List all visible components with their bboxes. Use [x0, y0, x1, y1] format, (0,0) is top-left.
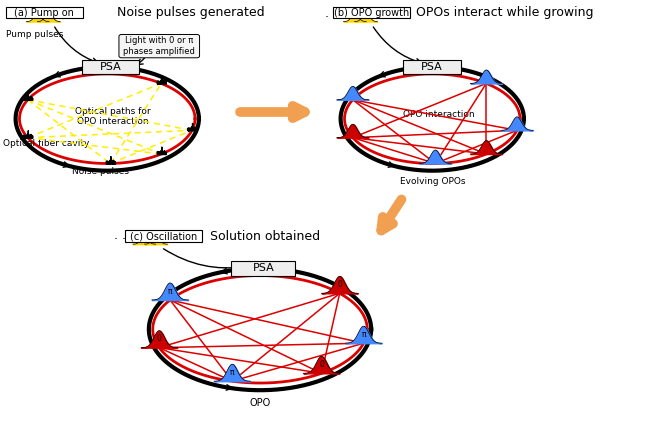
- Text: OPO interaction: OPO interaction: [403, 110, 474, 119]
- Text: OPO: OPO: [250, 398, 270, 408]
- Text: π: π: [230, 368, 235, 377]
- FancyBboxPatch shape: [119, 34, 200, 58]
- Text: PSA: PSA: [421, 62, 443, 72]
- Text: Optical fiber cavity: Optical fiber cavity: [3, 139, 90, 148]
- Text: · · ·: · · ·: [114, 233, 134, 246]
- Text: Pump pulses: Pump pulses: [6, 30, 64, 39]
- FancyBboxPatch shape: [125, 230, 203, 242]
- FancyBboxPatch shape: [403, 60, 462, 74]
- Text: · · ·: · · ·: [325, 11, 345, 25]
- Text: 0: 0: [157, 334, 162, 343]
- Text: Solution obtained: Solution obtained: [210, 229, 320, 243]
- Text: PSA: PSA: [252, 263, 274, 273]
- Text: Evolving OPOs: Evolving OPOs: [400, 177, 465, 186]
- Text: π: π: [168, 287, 172, 296]
- Text: (a) Pump on: (a) Pump on: [14, 8, 74, 17]
- Text: π: π: [361, 330, 366, 339]
- Text: OPOs interact while growing: OPOs interact while growing: [416, 6, 593, 19]
- Text: Light with 0 or π
phases amplified: Light with 0 or π phases amplified: [124, 36, 195, 56]
- Text: (b) OPO growth: (b) OPO growth: [334, 8, 410, 17]
- FancyBboxPatch shape: [231, 261, 295, 276]
- Text: Optical paths for
OPO interaction: Optical paths for OPO interaction: [75, 107, 150, 126]
- Text: · · ·: · · ·: [6, 11, 27, 25]
- Text: 0: 0: [337, 280, 342, 289]
- FancyBboxPatch shape: [6, 7, 83, 18]
- Text: 0: 0: [319, 360, 324, 369]
- Text: PSA: PSA: [99, 62, 122, 72]
- Text: Noise pulses: Noise pulses: [72, 167, 129, 176]
- FancyBboxPatch shape: [333, 7, 411, 18]
- FancyBboxPatch shape: [82, 60, 140, 74]
- Text: (c) Oscillation: (c) Oscillation: [130, 231, 198, 241]
- Text: Noise pulses generated: Noise pulses generated: [117, 6, 265, 19]
